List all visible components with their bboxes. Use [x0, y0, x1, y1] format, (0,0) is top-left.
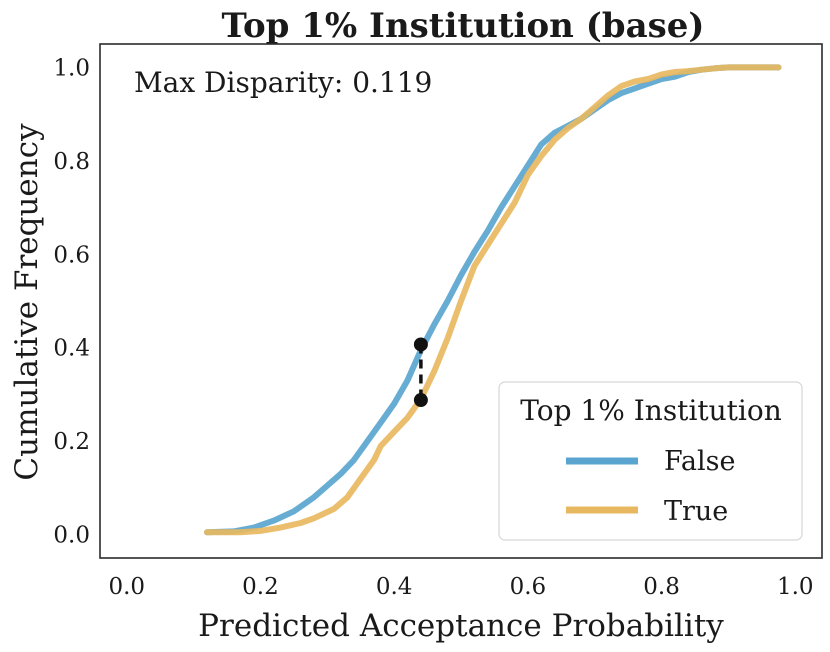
x-tick-label: 0.4 — [376, 574, 413, 600]
disparity-marker — [413, 337, 428, 408]
legend-label-false: False — [664, 446, 735, 477]
x-tick-label: 0.2 — [242, 574, 279, 600]
x-axis-label: Predicted Acceptance Probability — [198, 608, 724, 644]
y-tick-label: 0.2 — [53, 429, 90, 455]
chart-title: Top 1% Institution (base) — [222, 6, 705, 46]
legend-title: Top 1% Institution — [520, 394, 782, 427]
x-tick-label: 1.0 — [777, 574, 814, 600]
x-tick-label: 0.0 — [108, 574, 145, 600]
y-axis: 0.0 0.2 0.4 0.6 0.8 1.0 — [53, 55, 90, 548]
disparity-point-low — [413, 393, 428, 408]
y-tick-label: 0.0 — [53, 523, 90, 549]
y-axis-label: Cumulative Frequency — [9, 123, 45, 481]
x-tick-label: 0.6 — [510, 574, 547, 600]
disparity-point-high — [413, 337, 428, 352]
x-axis: 0.0 0.2 0.4 0.6 0.8 1.0 — [108, 574, 813, 600]
legend-label-true: True — [664, 496, 728, 527]
legend-box — [498, 381, 803, 541]
series-layer — [204, 64, 782, 536]
y-tick-label: 0.4 — [53, 336, 90, 362]
y-tick-label: 0.6 — [53, 242, 90, 268]
x-tick-label: 0.8 — [643, 574, 680, 600]
max-disparity-annotation: Max Disparity: 0.119 — [134, 66, 432, 99]
y-tick-label: 1.0 — [53, 55, 90, 81]
series-line-false — [204, 64, 782, 536]
series-line-true — [204, 64, 782, 536]
legend: Top 1% Institution False True — [498, 381, 803, 541]
y-tick-label: 0.8 — [53, 149, 90, 175]
